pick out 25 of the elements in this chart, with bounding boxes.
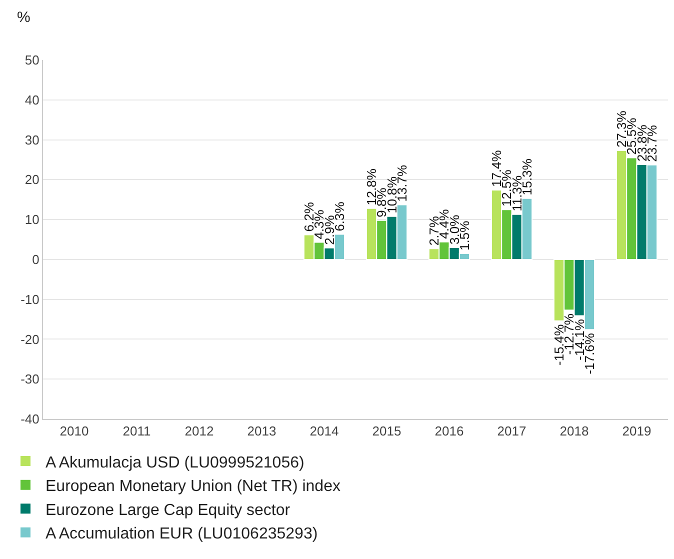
legend-label: A Akumulacja USD (LU0999521056) bbox=[46, 454, 304, 472]
x-tick-label: 2011 bbox=[122, 424, 151, 439]
x-tick-label: 2012 bbox=[184, 424, 214, 439]
x-tick-label: 2010 bbox=[60, 424, 89, 439]
y-tick-label: 0 bbox=[32, 252, 40, 267]
x-tick-label: 2014 bbox=[310, 424, 339, 439]
y-tick-label: -20 bbox=[20, 332, 40, 347]
y-tick-label: 20 bbox=[24, 172, 40, 188]
legend-label: European Monetary Union (Net TR) index bbox=[46, 478, 340, 496]
x-tick-label: 2018 bbox=[560, 424, 589, 439]
y-tick-label: -30 bbox=[20, 372, 40, 387]
y-tick-label: 50 bbox=[24, 52, 40, 68]
legend-label: Eurozone Large Cap Equity sector bbox=[46, 502, 291, 519]
x-tick-label: 2017 bbox=[497, 424, 526, 439]
y-axis-title: % bbox=[17, 9, 30, 26]
y-tick-label: -40 bbox=[20, 412, 40, 427]
legend-label: A Accumulation EUR (LU0106235293) bbox=[46, 526, 318, 543]
x-tick-label: 2013 bbox=[247, 424, 276, 439]
y-tick-label: -10 bbox=[20, 292, 40, 307]
x-tick-label: 2015 bbox=[372, 424, 402, 439]
x-tick-label: 2016 bbox=[434, 424, 464, 439]
x-tick-label: 2019 bbox=[622, 424, 652, 439]
y-tick-label: 30 bbox=[24, 132, 40, 148]
y-tick-label: 10 bbox=[24, 212, 40, 228]
y-tick-label: 40 bbox=[24, 92, 40, 108]
